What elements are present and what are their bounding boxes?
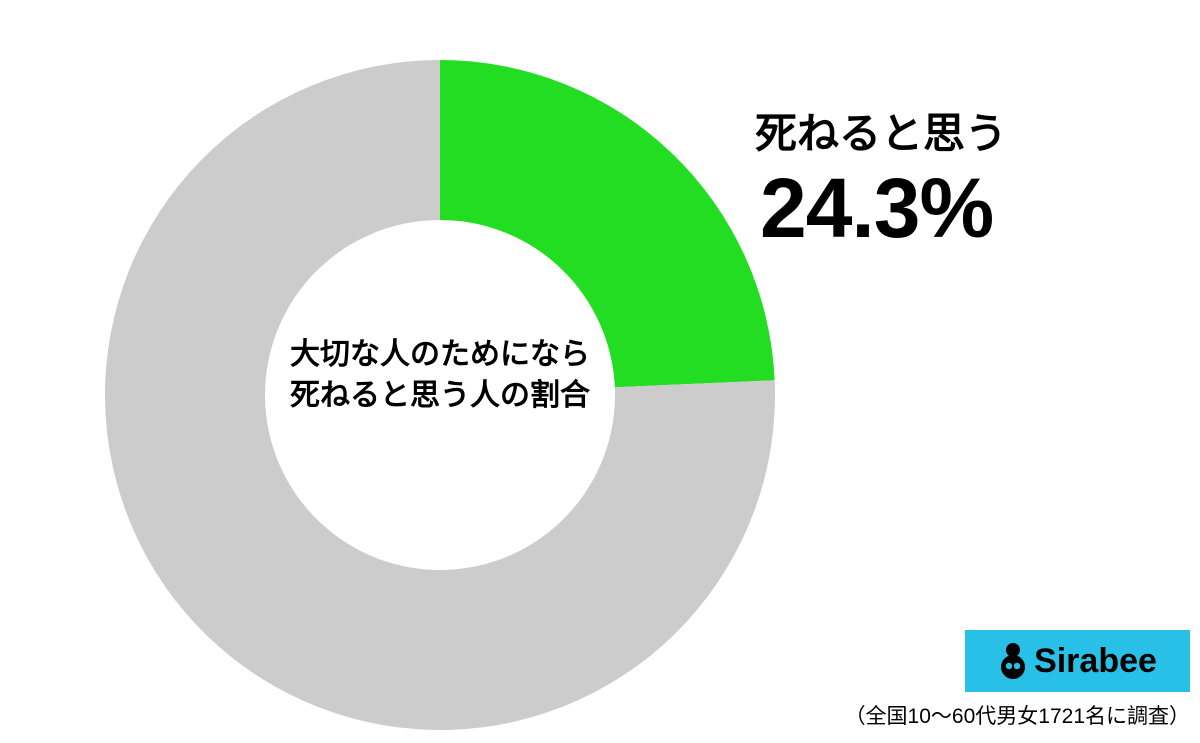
sirabee-logo-badge: Sirabee <box>965 630 1190 692</box>
survey-footnote: （全国10～60代男女1721名に調査） <box>845 700 1190 730</box>
highlight-slice-value: 24.3% <box>760 160 993 257</box>
highlight-slice-label: 死ねると思う <box>755 100 1007 161</box>
sirabee-logo-text: Sirabee <box>1034 642 1157 681</box>
chart-canvas: 大切な人のためになら 死ねると思う人の割合 死ねると思う 24.3% Sirab… <box>0 0 1200 743</box>
donut-center-label: 大切な人のためになら 死ねると思う人の割合 <box>240 335 640 416</box>
sirabee-logo-icon <box>998 641 1028 681</box>
